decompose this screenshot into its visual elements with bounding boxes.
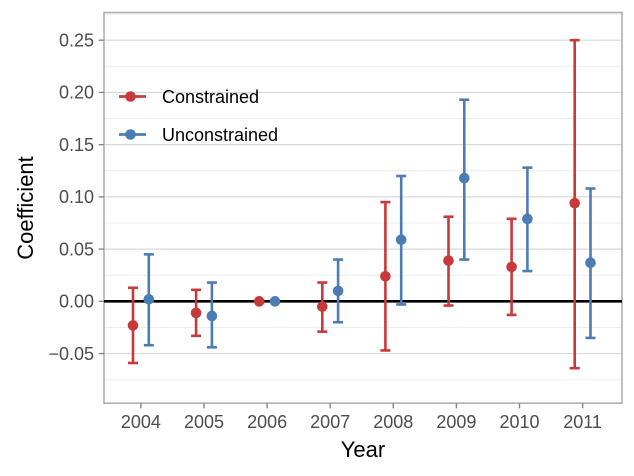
x-axis-title: Year: [341, 437, 385, 462]
x-tick-label: 2004: [121, 412, 161, 432]
data-point: [380, 270, 391, 282]
pointrange-constrained-2004: [127, 286, 139, 365]
pointrange-unconstrained-2011: [585, 187, 596, 340]
panel-background: [104, 12, 622, 404]
axes-layer: −0.05 0.00 0.05 0.10 0.15 0.20 0.25 2004 2005 200…: [48, 30, 602, 432]
pointrange-constrained-2005: [190, 288, 202, 338]
x-tick-label: 2007: [310, 412, 350, 432]
x-tick-label: 2005: [184, 412, 224, 432]
legend-label: Unconstrained: [162, 125, 278, 145]
x-tick-label: 2009: [436, 412, 476, 432]
data-point: [190, 307, 202, 319]
panel-border: [103, 11, 623, 405]
data-point: [253, 296, 265, 307]
legend-item-constrained: Constrained: [119, 87, 259, 107]
y-tick-label: 0.15: [59, 135, 94, 155]
pointrange-unconstrained-2007: [332, 258, 344, 324]
pointrange-constrained-2007: [317, 281, 328, 333]
data-point: [332, 285, 344, 297]
y-axis-title: Coefficient: [13, 156, 38, 260]
pointrange-unconstrained-2005: [206, 281, 218, 349]
y-tick-label: 0.10: [59, 187, 94, 207]
data-point: [459, 172, 470, 184]
data-point: [585, 257, 596, 268]
data-point: [127, 320, 139, 331]
gridlines-layer: [104, 12, 622, 404]
pointrange-unconstrained-2010: [522, 166, 533, 273]
data-point: [522, 213, 533, 225]
legend-key-dot: [125, 129, 136, 140]
data-point: [569, 197, 580, 209]
data-point: [206, 310, 218, 322]
data-point: [143, 293, 155, 305]
pointrange-constrained-2009: [443, 215, 454, 307]
pointrange-constrained-2006: [253, 296, 265, 307]
y-tick-label: 0.25: [59, 30, 94, 50]
y-tick-label: −0.05: [48, 344, 94, 364]
pointrange-unconstrained-2009: [459, 98, 470, 261]
data-point: [443, 255, 454, 266]
pointrange-constrained-2010: [506, 217, 517, 317]
x-tick-label: 2008: [373, 412, 413, 432]
pointrange-constrained-2011: [569, 38, 580, 370]
x-tick-label: 2011: [563, 412, 602, 432]
legend: Constrained Unconstrained: [119, 87, 278, 145]
data-point: [395, 234, 407, 246]
data-series-layer: [127, 38, 596, 370]
legend-key-dot: [125, 91, 136, 102]
y-tick-label: 0.20: [59, 83, 94, 103]
x-tick-label: 2010: [499, 412, 539, 432]
panel-border-rect: [103, 11, 623, 405]
y-tick-label: 0.00: [59, 292, 94, 312]
legend-label: Constrained: [162, 87, 259, 107]
pointrange-constrained-2008: [380, 200, 391, 352]
pointrange-unconstrained-2006: [269, 296, 281, 307]
pointrange-unconstrained-2008: [395, 174, 407, 306]
data-point: [506, 261, 517, 273]
y-tick-label: 0.05: [59, 239, 94, 259]
data-point: [317, 301, 328, 312]
data-point: [269, 296, 281, 307]
legend-item-unconstrained: Unconstrained: [119, 125, 278, 145]
x-tick-label: 2006: [247, 412, 287, 432]
pointrange-unconstrained-2004: [143, 253, 155, 347]
